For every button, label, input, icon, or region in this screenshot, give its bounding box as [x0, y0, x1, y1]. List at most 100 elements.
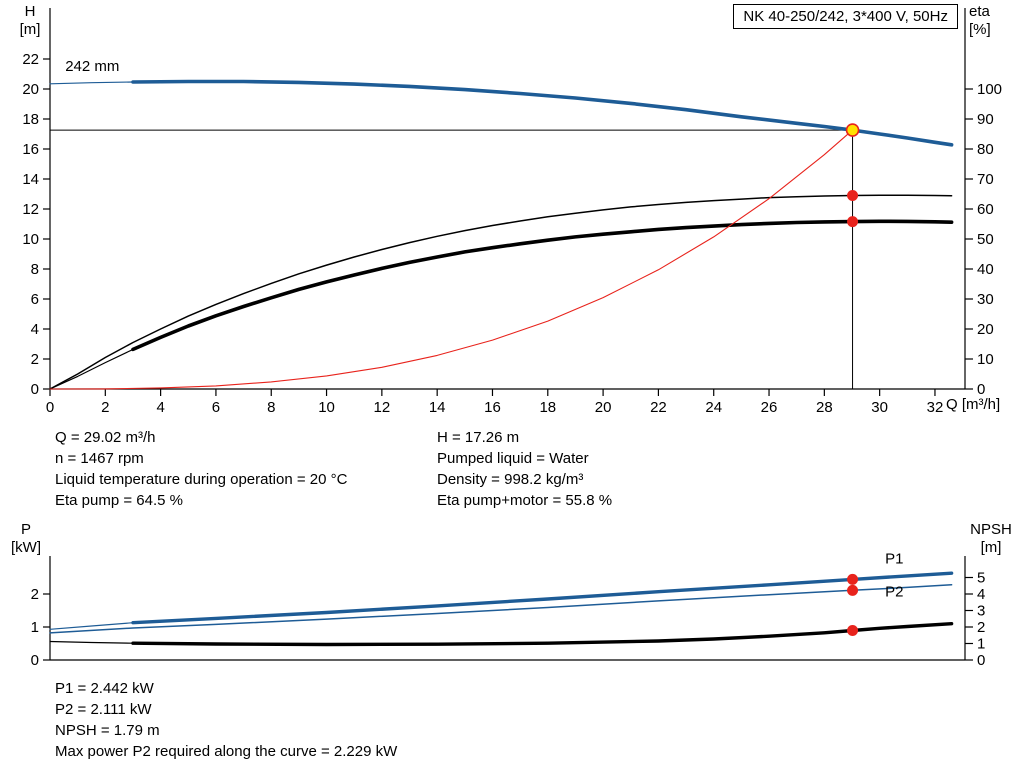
info-speed: n = 1467 rpm [55, 450, 144, 467]
p2-marker [847, 584, 859, 596]
head-curve-242mm [131, 79, 954, 147]
system-curve [49, 129, 854, 390]
right-tick-label: 70 [977, 171, 994, 188]
p1-curve-lead [49, 622, 134, 630]
npsh-axis-title: NPSH [m] [962, 521, 1020, 557]
right-tick-label: 2 [977, 619, 985, 636]
p-axis-title-symbol: P [20, 521, 31, 538]
eta-pump-motor-marker [847, 216, 859, 228]
x-tick-label: 20 [595, 399, 612, 416]
eta-axis-title: eta [%] [969, 3, 1019, 39]
info-head: H = 17.26 m [437, 429, 520, 446]
npsh-axis-title-symbol: NPSH [970, 521, 1012, 538]
duty-info-left-column: Q = 29.02 m³/h n = 1467 rpm Liquid tempe… [55, 427, 347, 511]
right-tick-label: 5 [977, 570, 985, 587]
right-tick-label: 4 [977, 586, 985, 603]
p2-curve [49, 584, 953, 634]
h-axis-title: H [m] [10, 3, 50, 39]
right-tick-label: 0 [977, 652, 985, 669]
info-density: Density = 998.2 kg/m³ [437, 471, 584, 488]
right-tick-label: 50 [977, 231, 994, 248]
npsh-curve [131, 622, 954, 647]
x-tick-label: 10 [318, 399, 335, 416]
eta-pump-marker [847, 190, 859, 201]
p2-curve-label: P2 [885, 583, 903, 600]
qh-eta-chart: 0246810121416182022010203040506070809010… [22, 8, 1002, 416]
x-tick-label: 4 [156, 399, 164, 416]
right-tick-label: 20 [977, 321, 994, 338]
left-tick-label: 1 [31, 619, 39, 636]
right-tick-label: 10 [977, 351, 994, 368]
left-tick-label: 10 [22, 231, 39, 248]
left-tick-label: 0 [31, 381, 39, 398]
right-tick-label: 1 [977, 636, 985, 653]
x-tick-label: 16 [484, 399, 501, 416]
x-tick-label: 14 [429, 399, 446, 416]
x-tick-label: 28 [816, 399, 833, 416]
right-tick-label: 60 [977, 201, 994, 218]
left-tick-label: 8 [31, 261, 39, 278]
x-tick-label: 6 [212, 399, 220, 416]
left-tick-label: 20 [22, 81, 39, 98]
right-tick-label: 90 [977, 111, 994, 128]
npsh-axis-title-unit: [m] [980, 539, 1002, 556]
npsh-marker [847, 624, 859, 636]
right-tick-label: 100 [977, 81, 1002, 98]
duty-point-marker [845, 123, 860, 137]
left-tick-label: 2 [31, 351, 39, 368]
right-tick-label: 0 [977, 381, 985, 398]
head-curve-lead [49, 81, 134, 85]
x-tick-label: 30 [871, 399, 888, 416]
left-tick-label: 0 [31, 652, 39, 669]
left-tick-label: 12 [22, 201, 39, 218]
right-tick-label: 80 [977, 141, 994, 158]
left-tick-label: 16 [22, 141, 39, 158]
q-axis-title: Q [m³/h] [946, 396, 1001, 413]
x-tick-label: 22 [650, 399, 667, 416]
p1-marker [847, 573, 859, 585]
duty-info-right-column: H = 17.26 m Pumped liquid = Water Densit… [437, 427, 612, 511]
x-tick-label: 32 [927, 399, 944, 416]
power-info-block: P1 = 2.442 kW P2 = 2.111 kW NPSH = 1.79 … [55, 678, 397, 762]
eta-axis-title-symbol: eta [969, 3, 990, 20]
info-npsh: NPSH = 1.79 m [55, 722, 160, 739]
right-tick-label: 3 [977, 603, 985, 620]
left-tick-label: 14 [22, 171, 39, 188]
x-tick-label: 0 [46, 399, 54, 416]
right-tick-label: 40 [977, 261, 994, 278]
left-tick-label: 2 [31, 586, 39, 603]
eta-pump-curve [49, 194, 953, 390]
npsh-curve-lead [49, 640, 134, 644]
p-axis-title: P [kW] [4, 521, 48, 557]
left-tick-label: 4 [31, 321, 39, 338]
left-tick-label: 22 [22, 51, 39, 68]
left-tick-label: 6 [31, 291, 39, 308]
p1-curve [131, 571, 954, 625]
pump-model-title: NK 40-250/242, 3*400 V, 50Hz [733, 4, 958, 29]
eta-axis-title-unit: [%] [969, 21, 991, 38]
x-tick-label: 24 [705, 399, 722, 416]
info-flow: Q = 29.02 m³/h [55, 429, 156, 446]
x-tick-label: 26 [761, 399, 778, 416]
info-eta-pump: Eta pump = 64.5 % [55, 492, 183, 509]
h-axis-title-symbol: H [24, 3, 36, 20]
right-tick-label: 30 [977, 291, 994, 308]
info-p1: P1 = 2.442 kW [55, 680, 154, 697]
x-tick-label: 12 [374, 399, 391, 416]
p-axis-title-unit: [kW] [11, 539, 41, 556]
p1-curve-label: P1 [885, 550, 903, 567]
x-tick-label: 2 [101, 399, 109, 416]
eta-pump-motor-curve [131, 219, 954, 352]
left-tick-label: 18 [22, 111, 39, 128]
info-p2: P2 = 2.111 kW [55, 701, 152, 718]
impeller-diameter-label: 242 mm [65, 58, 119, 75]
info-eta-pump-motor: Eta pump+motor = 55.8 % [437, 492, 613, 509]
eta-pump-motor-lead [49, 348, 134, 390]
info-max-power-p2: Max power P2 required along the curve = … [55, 743, 398, 760]
x-tick-label: 8 [267, 399, 275, 416]
x-tick-label: 18 [539, 399, 556, 416]
info-liquid-temperature: Liquid temperature during operation = 20… [55, 471, 348, 488]
